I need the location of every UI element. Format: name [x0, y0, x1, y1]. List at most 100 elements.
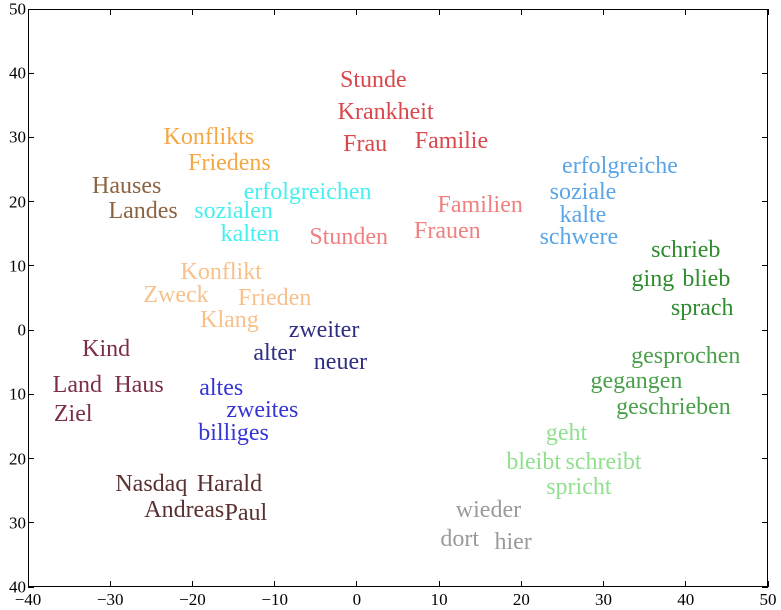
x-tick-label: −10	[261, 590, 288, 609]
word-label-kalten: kalten	[220, 220, 280, 247]
y-tick-mark	[762, 201, 768, 203]
y-tick-mark	[28, 458, 34, 460]
x-tick-label: 10	[430, 590, 448, 609]
y-tick-mark	[762, 393, 768, 395]
y-tick-mark	[28, 393, 34, 395]
word-label-haus: Haus	[114, 371, 164, 398]
word-label-stunden: Stunden	[309, 223, 388, 250]
x-tick-mark	[191, 581, 193, 587]
word-label-konflikt: Konflikt	[180, 259, 262, 286]
word-label-ging: ging	[631, 265, 675, 292]
y-tick-label: 50	[9, 0, 26, 19]
word-label-neuer: neuer	[313, 349, 368, 376]
word-label-gesprochen: gesprochen	[631, 342, 741, 369]
x-tick-mark	[438, 581, 440, 587]
word-label-nasdaq: Nasdaq	[115, 471, 188, 498]
y-tick-mark	[28, 586, 34, 588]
word-label-land: Land	[52, 371, 102, 398]
y-tick-label: 0	[17, 320, 27, 340]
y-tick-mark	[762, 522, 768, 524]
word-label-schreibt: schreibt	[565, 448, 642, 475]
word-label-stunde: Stunde	[339, 66, 407, 93]
y-tick-mark	[28, 201, 34, 203]
word-label-sprach: sprach	[670, 294, 734, 321]
word-label-frieden: Frieden	[238, 285, 312, 311]
word-label-krankheit: Krankheit	[337, 98, 434, 125]
x-tick-label: −20	[179, 590, 206, 609]
word-label-gegangen: gegangen	[590, 368, 683, 395]
word-label-zweiter: zweiter	[288, 317, 360, 344]
x-tick-label: 20	[512, 590, 530, 609]
word-label-geht: geht	[545, 419, 588, 446]
x-tick-mark	[685, 581, 687, 587]
word-label-kind: Kind	[82, 336, 131, 363]
x-tick-mark	[603, 9, 605, 15]
word-label-frauen: Frauen	[414, 217, 481, 244]
y-tick-label: 40	[9, 63, 26, 83]
y-tick-mark	[28, 136, 34, 138]
x-tick-mark	[356, 581, 358, 587]
y-tick-mark	[762, 329, 768, 331]
word-label-ziel: Ziel	[53, 400, 93, 427]
word-label-hauses: Hauses	[91, 172, 162, 199]
x-tick-mark	[27, 581, 29, 587]
word-label-schwere: schwere	[539, 223, 619, 250]
y-tick-label: 30	[9, 513, 26, 533]
word-label-andreas: Andreas	[144, 496, 225, 523]
x-tick-mark	[767, 9, 769, 15]
word-label-schrieb: schrieb	[651, 236, 721, 263]
x-tick-mark	[438, 9, 440, 15]
word-label-alter: alter	[253, 339, 296, 366]
y-tick-label: 30	[9, 127, 26, 147]
word-label-harald: Harald	[196, 471, 263, 498]
word-label-sozialen: sozialen	[194, 198, 273, 225]
y-tick-label: 40	[9, 577, 26, 597]
x-tick-mark	[356, 9, 358, 15]
y-tick-mark	[28, 265, 34, 267]
word-label-dort: dort	[440, 525, 479, 552]
word-label-bleibt: bleibt	[506, 448, 561, 475]
x-tick-mark	[603, 581, 605, 587]
y-tick-mark	[762, 72, 768, 74]
x-tick-mark	[191, 9, 193, 15]
word-label-frau: Frau	[343, 130, 388, 157]
word-label-erfolgreiche: erfolgreiche	[562, 153, 678, 180]
x-tick-mark	[109, 9, 111, 15]
y-tick-mark	[28, 522, 34, 524]
word-label-familie: Familie	[414, 127, 489, 154]
word-label-paul: Paul	[224, 500, 268, 527]
x-tick-mark	[27, 9, 29, 15]
word-label-blieb: blieb	[682, 265, 731, 292]
x-tick-mark	[274, 581, 276, 587]
word-label-billiges: billiges	[198, 419, 269, 446]
word-label-zweites: zweites	[226, 397, 299, 424]
y-tick-mark	[762, 136, 768, 138]
y-tick-label: 20	[9, 449, 26, 469]
word-label-hier: hier	[494, 529, 532, 556]
plot-area	[28, 9, 768, 587]
word-label-zweck: Zweck	[143, 281, 209, 308]
y-tick-label: 10	[9, 384, 26, 404]
x-tick-mark	[520, 9, 522, 15]
y-tick-mark	[762, 8, 768, 10]
x-tick-label: 50	[759, 590, 777, 609]
y-tick-mark	[762, 586, 768, 588]
x-tick-label: 30	[595, 590, 613, 609]
y-tick-mark	[28, 329, 34, 331]
x-tick-label: 40	[677, 590, 695, 609]
x-tick-mark	[685, 9, 687, 15]
x-tick-mark	[520, 581, 522, 587]
x-tick-mark	[109, 581, 111, 587]
word-label-spricht: spricht	[546, 474, 612, 501]
word-label-kalte: kalte	[559, 201, 607, 228]
y-tick-label: 20	[9, 192, 26, 212]
x-tick-label: 0	[352, 590, 362, 609]
word-label-soziale: soziale	[549, 179, 617, 206]
x-tick-label: −30	[96, 590, 124, 609]
word-label-wieder: wieder	[455, 496, 522, 523]
word-label-friedens: Friedens	[188, 150, 271, 177]
y-tick-label: 10	[9, 256, 26, 276]
word-label-klang: Klang	[200, 307, 259, 334]
word-label-geschrieben: geschrieben	[616, 394, 731, 421]
word-label-konflikts: Konflikts	[163, 124, 255, 151]
